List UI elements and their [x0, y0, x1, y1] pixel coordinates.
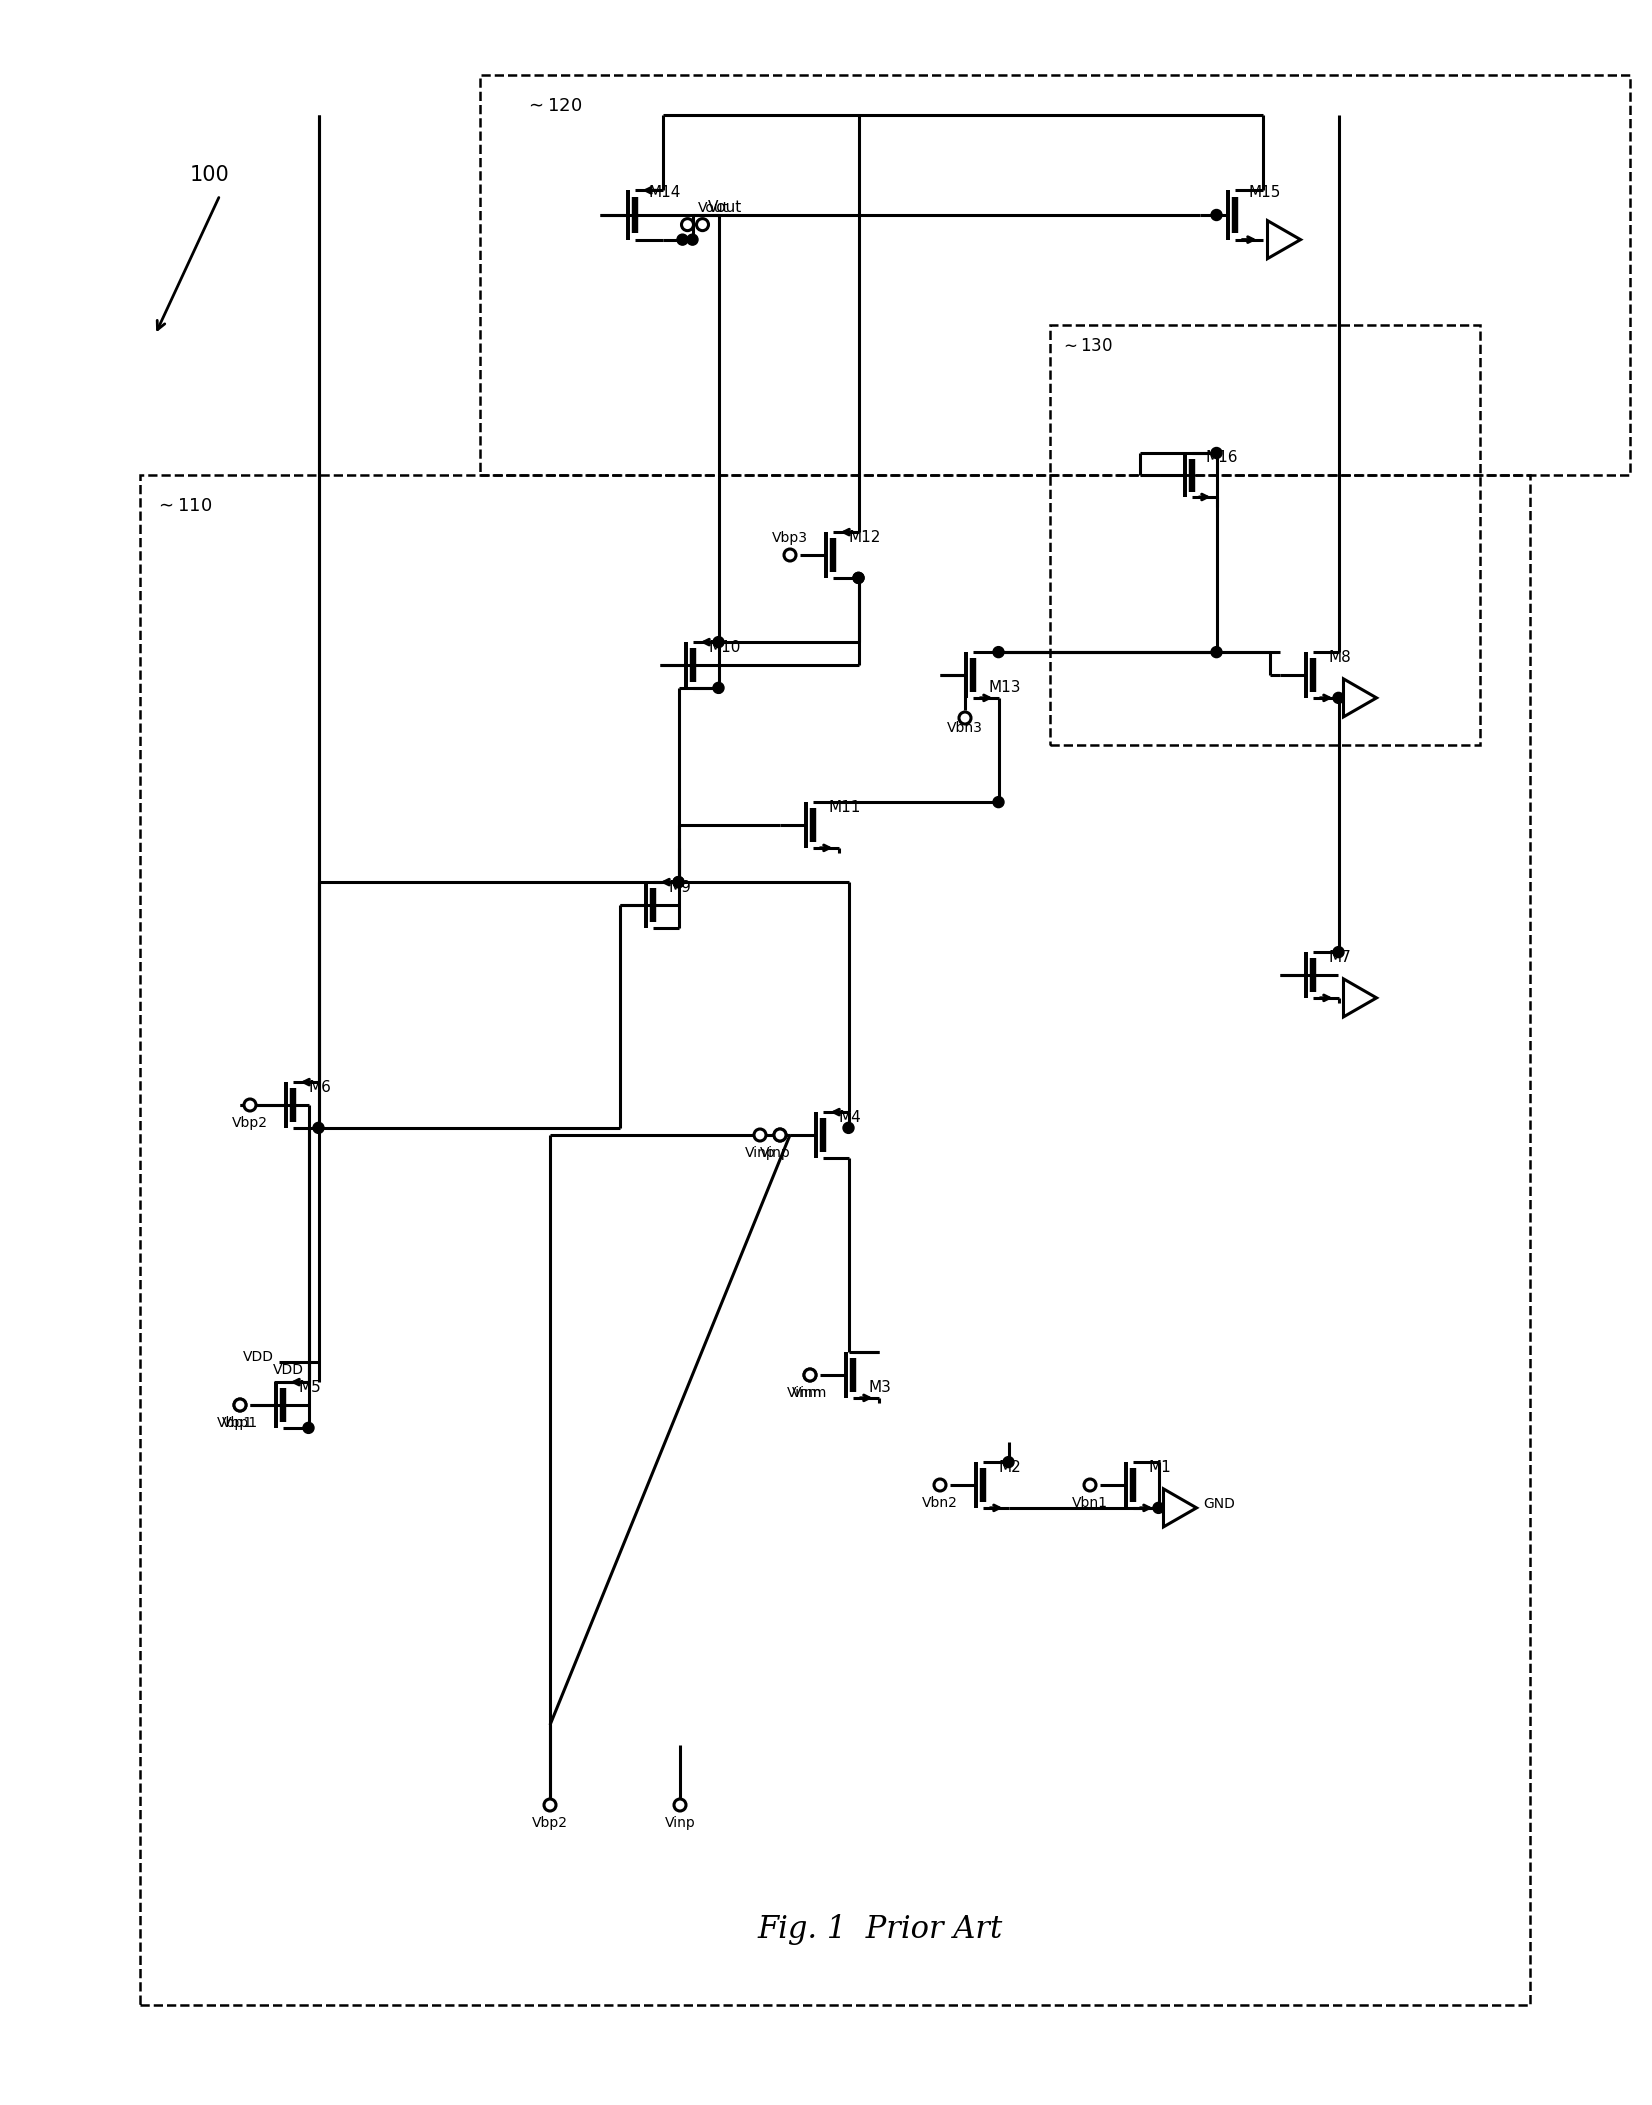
Circle shape — [714, 636, 724, 648]
Text: Vinm: Vinm — [793, 1385, 828, 1400]
Text: M4: M4 — [838, 1109, 861, 1124]
Text: M12: M12 — [847, 530, 881, 545]
Text: M5: M5 — [297, 1381, 320, 1396]
Circle shape — [235, 1400, 246, 1410]
Circle shape — [775, 1128, 786, 1141]
Circle shape — [1153, 1503, 1165, 1513]
Text: $\sim$120: $\sim$120 — [525, 97, 582, 116]
Circle shape — [1003, 1457, 1014, 1467]
Text: 100: 100 — [190, 164, 230, 185]
Text: Fig. 1  Prior Art: Fig. 1 Prior Art — [757, 1913, 1003, 1945]
Circle shape — [672, 876, 684, 888]
Circle shape — [852, 573, 864, 583]
Text: GND: GND — [1204, 1497, 1236, 1511]
Circle shape — [697, 219, 709, 232]
Circle shape — [1211, 448, 1222, 459]
Circle shape — [682, 219, 694, 232]
Text: M10: M10 — [709, 640, 740, 655]
Circle shape — [775, 1128, 786, 1141]
Text: Vbn3: Vbn3 — [947, 722, 983, 735]
Circle shape — [852, 573, 864, 583]
Text: Vbn2: Vbn2 — [922, 1497, 958, 1509]
Text: Vbp2: Vbp2 — [231, 1116, 268, 1130]
Circle shape — [843, 1122, 854, 1132]
Text: $\sim$110: $\sim$110 — [155, 497, 211, 516]
Text: M6: M6 — [307, 1080, 330, 1095]
Circle shape — [677, 234, 687, 244]
Text: M3: M3 — [867, 1381, 890, 1396]
Text: Vbn1: Vbn1 — [1072, 1497, 1108, 1509]
Circle shape — [1211, 210, 1222, 221]
Text: $\sim$130: $\sim$130 — [1061, 337, 1113, 356]
Text: M8: M8 — [1328, 650, 1351, 665]
Text: M7: M7 — [1328, 949, 1351, 964]
Circle shape — [805, 1368, 816, 1381]
Text: M13: M13 — [988, 680, 1021, 695]
Text: M11: M11 — [828, 800, 861, 815]
Text: VDD: VDD — [273, 1364, 304, 1377]
Circle shape — [785, 549, 796, 562]
Text: Vinp: Vinp — [745, 1145, 775, 1160]
Circle shape — [244, 1099, 256, 1111]
Text: VDD: VDD — [243, 1349, 274, 1364]
Circle shape — [302, 1423, 314, 1434]
Text: Vbp2: Vbp2 — [532, 1817, 568, 1829]
Circle shape — [993, 646, 1004, 657]
Circle shape — [805, 1368, 816, 1381]
Circle shape — [1333, 693, 1345, 703]
Circle shape — [544, 1800, 557, 1810]
Text: M1: M1 — [1148, 1461, 1171, 1476]
Circle shape — [672, 876, 684, 888]
Circle shape — [714, 682, 724, 693]
Circle shape — [753, 1128, 767, 1141]
Circle shape — [674, 1800, 686, 1810]
Text: Vout: Vout — [707, 200, 742, 215]
Text: M9: M9 — [667, 880, 691, 895]
Circle shape — [312, 1122, 324, 1132]
Circle shape — [1084, 1480, 1095, 1490]
Text: Vinm: Vinm — [788, 1385, 823, 1400]
Text: Vbp1: Vbp1 — [221, 1417, 258, 1429]
Circle shape — [1211, 646, 1222, 657]
Text: M15: M15 — [1247, 185, 1280, 200]
Text: Vbp3: Vbp3 — [771, 530, 808, 545]
Circle shape — [933, 1480, 947, 1490]
Text: Vinp: Vinp — [664, 1817, 695, 1829]
Circle shape — [960, 711, 971, 724]
Circle shape — [235, 1400, 246, 1410]
Text: M16: M16 — [1204, 450, 1237, 465]
Text: Vinp: Vinp — [760, 1145, 790, 1160]
Circle shape — [993, 796, 1004, 808]
Text: M2: M2 — [998, 1461, 1021, 1476]
Text: M14: M14 — [648, 185, 681, 200]
Text: Vout: Vout — [697, 200, 729, 215]
Circle shape — [1333, 947, 1345, 958]
Circle shape — [687, 234, 699, 244]
Text: Vbp1: Vbp1 — [216, 1417, 253, 1429]
